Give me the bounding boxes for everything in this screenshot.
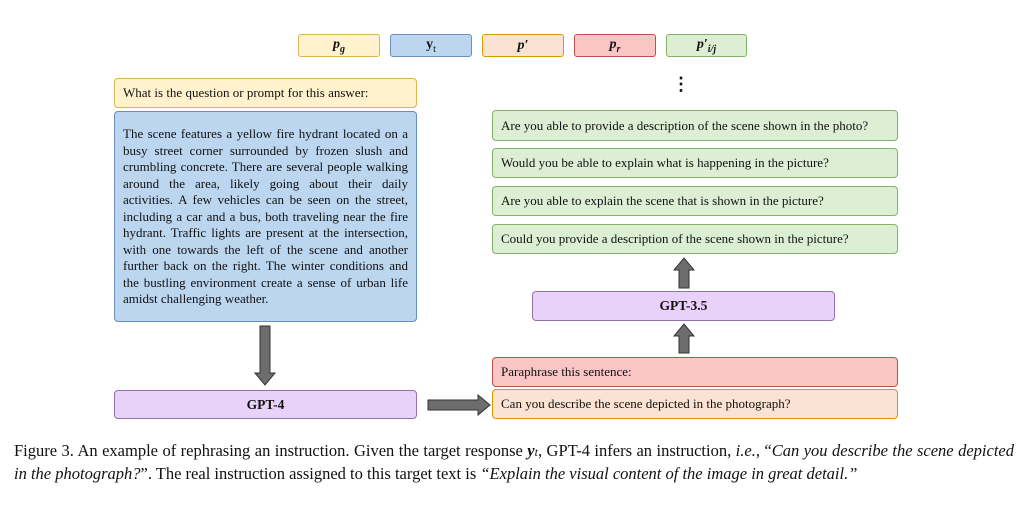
paraphrase-text-4: Could you provide a description of the s…: [501, 231, 849, 246]
legend-p-prime: p′: [482, 34, 564, 57]
paraphrase-prompt-text: Paraphrase this sentence:: [501, 364, 632, 379]
legend-pr-label: pr: [609, 36, 621, 55]
paraphrase-box-4: Could you provide a description of the s…: [492, 224, 898, 254]
legend-pr: pr: [574, 34, 656, 57]
paraphrase-box-1: Are you able to provide a description of…: [492, 110, 898, 141]
paraphrase-text-3: Are you able to explain the scene that i…: [501, 193, 824, 208]
arrow-up-to-paraphrases: [672, 257, 696, 289]
arrow-right-to-instruction: [427, 393, 491, 417]
gpt35-box: GPT-3.5: [532, 291, 835, 321]
gpt4-label: GPT-4: [246, 396, 285, 412]
arrow-up-to-gpt35: [672, 323, 696, 354]
caption-q2: ”. The real instruction assigned to this…: [140, 464, 481, 483]
inferred-instruction-text: Can you describe the scene depicted in t…: [501, 396, 791, 411]
caption-mid: , GPT-4 infers an instruction,: [537, 441, 736, 460]
ellipsis: ⋮: [672, 74, 690, 94]
paraphrase-prompt-box: Paraphrase this sentence:: [492, 357, 898, 387]
paraphrase-text-1: Are you able to provide a description of…: [501, 117, 869, 133]
legend-pg: pg: [298, 34, 380, 57]
target-response-box: The scene features a yellow fire hydrant…: [114, 111, 417, 322]
gpt4-box: GPT-4: [114, 390, 417, 419]
figure-caption: Figure 3. An example of rephrasing an in…: [14, 441, 1014, 483]
target-response-text: The scene features a yellow fire hydrant…: [123, 126, 408, 306]
caption-ie: i.e.: [735, 441, 756, 460]
legend-pij-label: p′i/j: [696, 36, 717, 55]
arrow-down-to-gpt4: [253, 325, 277, 386]
caption-lead: Figure 3. An example of rephrasing an in…: [14, 441, 528, 460]
legend-yt-label: yt: [426, 36, 436, 55]
paraphrase-box-2: Would you be able to explain what is hap…: [492, 148, 898, 178]
legend-yt: yt: [390, 34, 472, 57]
gpt35-label: GPT-3.5: [659, 298, 708, 313]
legend-p-prime-label: p′: [517, 37, 529, 53]
caption-quote1: Can you describe the scene depicted in t…: [14, 441, 1014, 483]
inferred-instruction-box: Can you describe the scene depicted in t…: [492, 389, 898, 419]
legend-pg-label: pg: [333, 36, 345, 55]
prompt-text: What is the question or prompt for this …: [123, 85, 369, 100]
paraphrase-text-2: Would you be able to explain what is hap…: [501, 155, 829, 170]
caption-q1: , “: [755, 441, 772, 460]
prompt-box: What is the question or prompt for this …: [114, 78, 417, 108]
paraphrase-box-3: Are you able to explain the scene that i…: [492, 186, 898, 216]
legend-pij: p′i/j: [666, 34, 747, 57]
caption-quote2: “Explain the visual content of the image…: [480, 464, 858, 483]
